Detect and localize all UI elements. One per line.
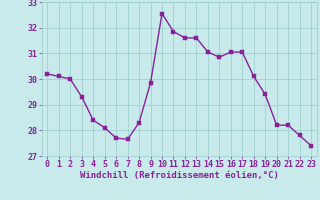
X-axis label: Windchill (Refroidissement éolien,°C): Windchill (Refroidissement éolien,°C) [80,171,279,180]
